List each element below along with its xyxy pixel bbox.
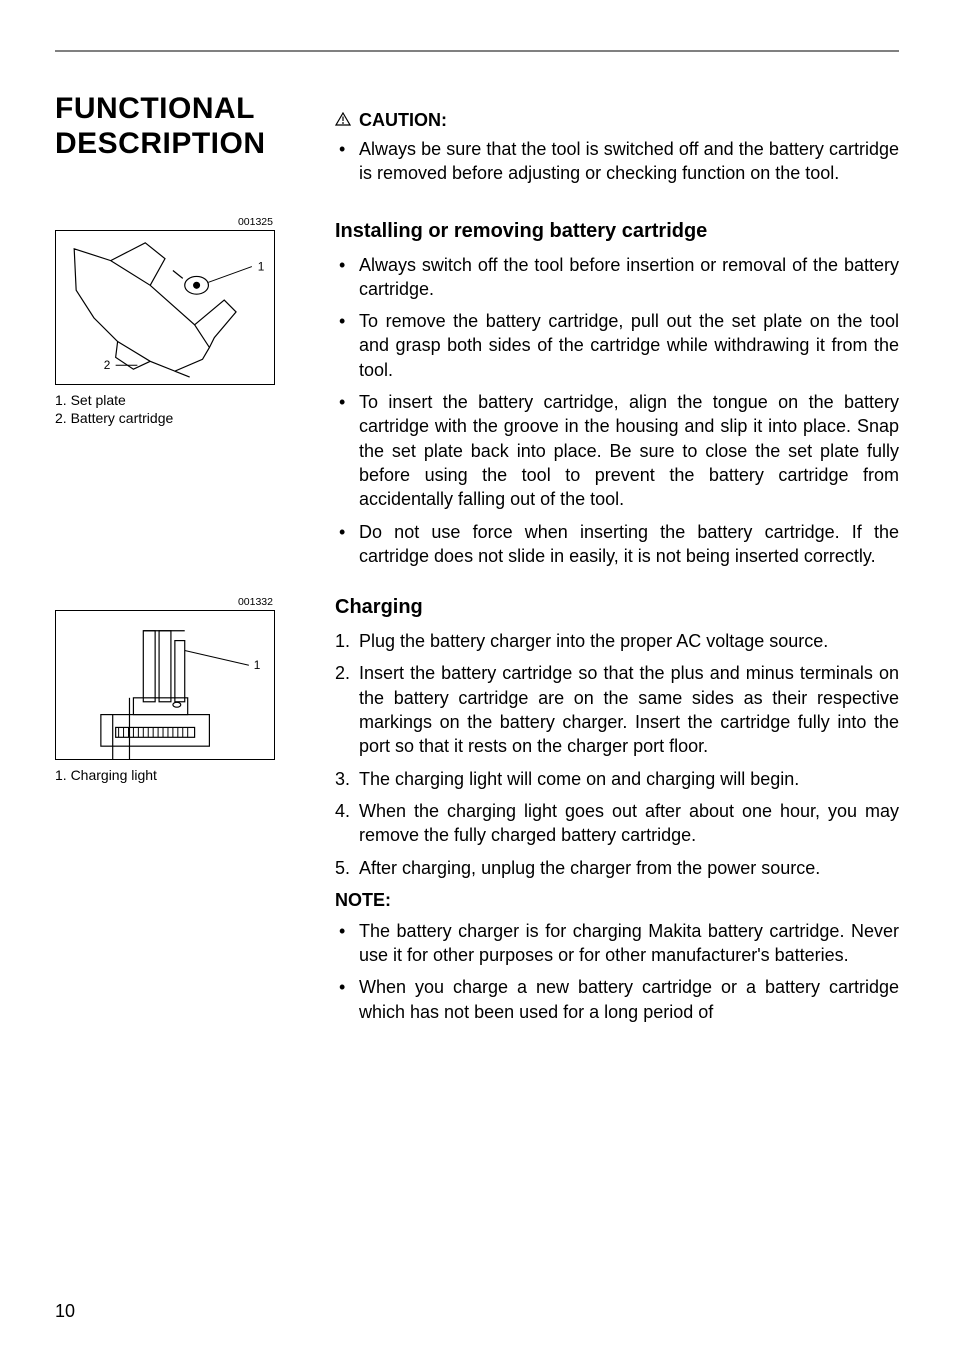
figure1-legend-item: 1. Set plate — [55, 391, 315, 410]
charging-list: Plug the battery charger into the proper… — [335, 629, 899, 880]
charging-item: Plug the battery charger into the proper… — [359, 629, 899, 653]
charging-item: After charging, unplug the charger from … — [359, 856, 899, 880]
note-list: The battery charger is for charging Maki… — [335, 919, 899, 1024]
installing-item: To remove the battery cartridge, pull ou… — [359, 309, 899, 382]
caution-item: Always be sure that the tool is switched… — [359, 137, 899, 186]
installing-item: To insert the battery cartridge, align t… — [359, 390, 899, 511]
installing-heading: Installing or removing battery cartridge — [335, 220, 899, 243]
figure1-legend: 1. Set plate 2. Battery cartridge — [55, 391, 315, 429]
caution-list: Always be sure that the tool is switched… — [335, 137, 899, 186]
figure1-callout-2: 2 — [104, 358, 111, 372]
note-item: When you charge a new battery cartridge … — [359, 975, 899, 1024]
section-title-block: FUNCTIONAL DESCRIPTION — [55, 92, 315, 194]
warning-icon — [335, 112, 351, 126]
charging-item: Insert the battery cartridge so that the… — [359, 661, 899, 758]
figure1-legend-item: 2. Battery cartridge — [55, 409, 315, 428]
caution-header: CAUTION: — [335, 110, 899, 131]
figure1-box: 1 2 — [55, 230, 275, 385]
installing-item: Always switch off the tool before insert… — [359, 253, 899, 302]
installing-item: Do not use force when inserting the batt… — [359, 520, 899, 569]
section-title-line1: FUNCTIONAL — [55, 92, 255, 125]
section-title-line2: DESCRIPTION — [55, 127, 266, 160]
charging-item: When the charging light goes out after a… — [359, 799, 899, 848]
note-item: The battery charger is for charging Maki… — [359, 919, 899, 968]
page-number: 10 — [55, 1301, 75, 1322]
figure1-code: 001325 — [55, 216, 275, 228]
charging-heading: Charging — [335, 596, 899, 619]
installing-list: Always switch off the tool before insert… — [335, 253, 899, 569]
top-rule — [55, 50, 899, 52]
charging-item: The charging light will come on and char… — [359, 767, 899, 791]
figure2-legend-item: 1. Charging light — [55, 766, 315, 785]
figure2-legend: 1. Charging light — [55, 766, 315, 785]
figure2-callout-1: 1 — [254, 658, 261, 672]
figure1-callout-1: 1 — [258, 259, 265, 273]
caution-label: CAUTION: — [359, 110, 447, 131]
figure2-code: 001332 — [55, 596, 275, 608]
figure2-box: 1 — [55, 610, 275, 760]
note-label: NOTE: — [335, 890, 899, 911]
